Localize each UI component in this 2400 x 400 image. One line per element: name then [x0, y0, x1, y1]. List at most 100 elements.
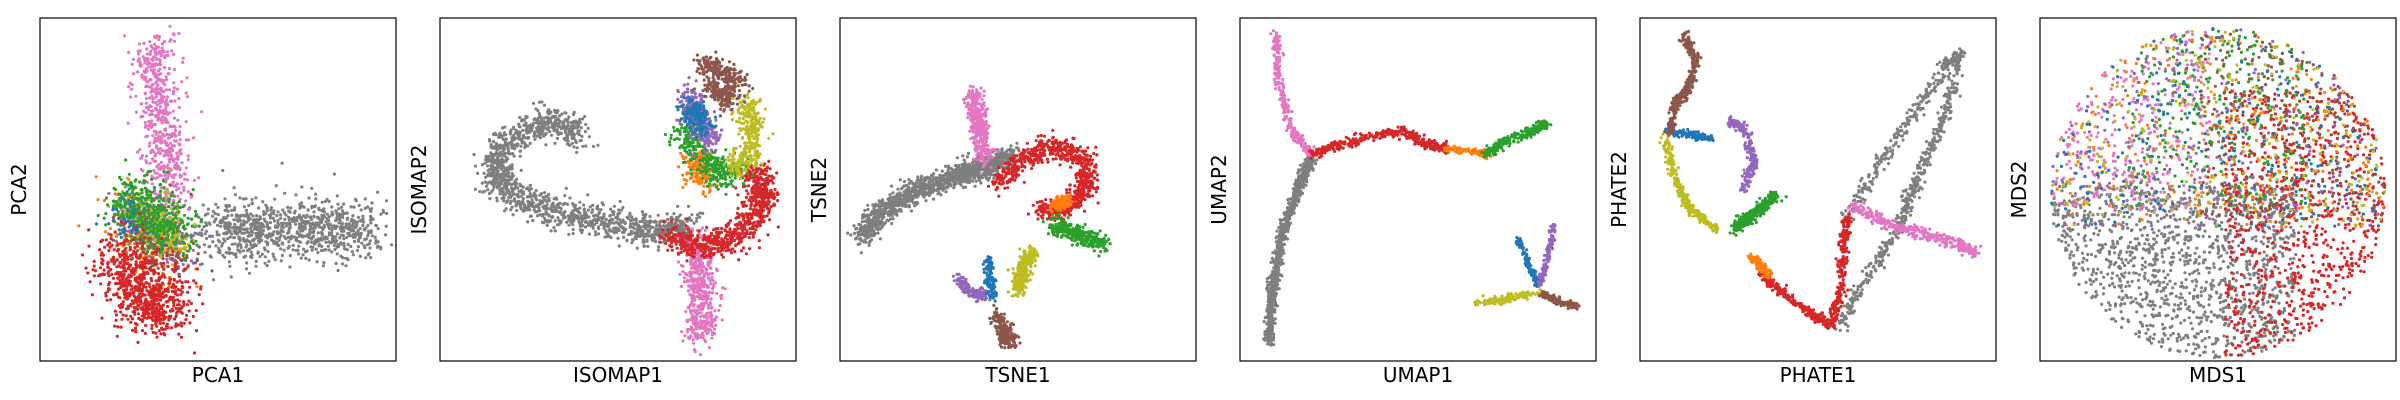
- data-point: [312, 210, 316, 214]
- data-point: [162, 109, 166, 113]
- data-point: [167, 197, 171, 202]
- data-point: [384, 199, 389, 203]
- data-point: [142, 181, 146, 185]
- data-point: [545, 120, 549, 124]
- data-point: [250, 230, 254, 235]
- data-point: [114, 234, 119, 238]
- data-point: [177, 205, 181, 209]
- data-point: [170, 235, 174, 239]
- data-point: [545, 212, 549, 216]
- data-point: [166, 163, 170, 167]
- data-point: [543, 205, 547, 209]
- data-point: [154, 106, 158, 110]
- data-point: [161, 317, 165, 322]
- data-point: [538, 202, 543, 206]
- data-point: [151, 82, 155, 87]
- data-point: [604, 229, 608, 233]
- data-point: [142, 230, 146, 234]
- data-point: [369, 209, 373, 213]
- data-point: [211, 210, 215, 214]
- data-point: [591, 226, 595, 230]
- data-point: [120, 317, 124, 321]
- data-point: [189, 233, 193, 237]
- data-point: [160, 264, 164, 269]
- data-point: [121, 191, 126, 195]
- data-point: [362, 227, 366, 232]
- data-point: [145, 52, 149, 56]
- data-point: [599, 208, 603, 212]
- data-point: [355, 232, 359, 236]
- data-point: [540, 124, 544, 128]
- data-point: [476, 171, 480, 175]
- data-point: [119, 178, 123, 182]
- data-point: [580, 134, 584, 138]
- data-point: [151, 290, 155, 294]
- data-point: [367, 242, 371, 246]
- data-point: [113, 212, 117, 216]
- data-point: [153, 270, 157, 275]
- data-point: [313, 226, 317, 230]
- data-point: [374, 241, 378, 245]
- data-point: [686, 204, 691, 208]
- data-point: [193, 209, 197, 213]
- data-point: [166, 289, 170, 294]
- data-point: [556, 223, 560, 227]
- data-point: [163, 54, 167, 58]
- data-point: [170, 144, 174, 148]
- data-point: [167, 72, 171, 76]
- data-point: [609, 235, 613, 240]
- data-point: [473, 187, 477, 191]
- data-point: [168, 160, 172, 164]
- data-point: [151, 251, 155, 255]
- data-point: [179, 218, 183, 222]
- data-point: [148, 243, 152, 247]
- data-point: [496, 169, 500, 173]
- data-point: [264, 234, 268, 238]
- data-point: [152, 168, 156, 173]
- isomap1-cluster-gray: [472, 100, 706, 252]
- data-point: [143, 247, 147, 251]
- data-point: [137, 304, 141, 308]
- data-point: [571, 223, 575, 227]
- data-point: [144, 190, 148, 194]
- data-point: [153, 227, 157, 231]
- data-point: [81, 253, 85, 257]
- data-point: [228, 235, 232, 239]
- data-point: [541, 128, 545, 133]
- data-point: [667, 224, 671, 228]
- data-point: [616, 228, 620, 232]
- data-point: [135, 150, 140, 154]
- data-point: [383, 233, 388, 237]
- data-point: [335, 232, 339, 236]
- data-point: [309, 245, 313, 249]
- data-point: [317, 225, 321, 229]
- data-point: [525, 131, 529, 135]
- data-point: [510, 171, 514, 176]
- data-point: [113, 324, 117, 328]
- data-point: [295, 219, 299, 223]
- data-point: [573, 126, 578, 130]
- data-point: [130, 230, 134, 234]
- data-point: [123, 266, 127, 270]
- data-point: [119, 260, 123, 265]
- data-point: [106, 260, 110, 264]
- data-point: [142, 41, 146, 46]
- data-point: [658, 220, 662, 224]
- data-point: [236, 219, 240, 223]
- data-point: [358, 226, 362, 231]
- data-point: [328, 241, 332, 245]
- data-point: [169, 239, 173, 243]
- data-point: [245, 213, 249, 217]
- data-point: [139, 282, 144, 286]
- data-point: [506, 147, 510, 151]
- data-point: [204, 236, 209, 241]
- data-point: [487, 157, 491, 161]
- data-point: [102, 268, 106, 272]
- data-point: [156, 266, 160, 270]
- data-point: [606, 232, 610, 236]
- data-point: [701, 211, 705, 215]
- data-point: [175, 182, 179, 186]
- data-point: [578, 121, 582, 125]
- data-point: [295, 215, 299, 219]
- data-point: [147, 308, 151, 312]
